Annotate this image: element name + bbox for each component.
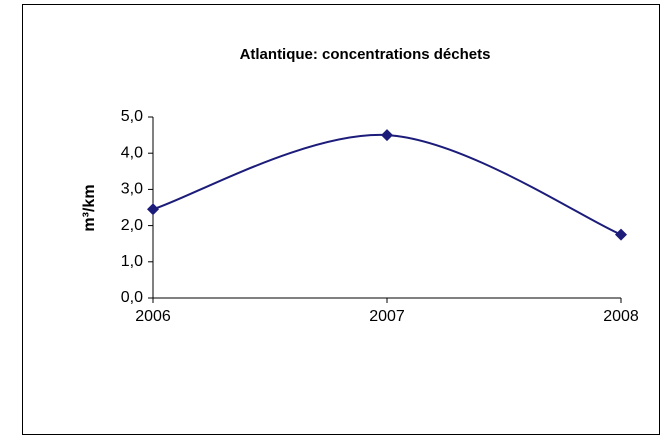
chart-title: Atlantique: concentrations déchets (240, 46, 491, 63)
y-tick-label: 2,0 (121, 217, 143, 234)
chart-frame (22, 4, 660, 435)
marker (147, 203, 159, 216)
marker (615, 228, 627, 241)
x-tick-label: 2007 (369, 308, 405, 325)
y-tick-label: 1,0 (121, 253, 143, 270)
marker (381, 129, 393, 142)
y-tick-label: 0,0 (121, 289, 143, 306)
y-tick-label: 3,0 (121, 181, 143, 198)
y-axis-label: m³/km (81, 184, 98, 231)
y-tick-label: 5,0 (121, 108, 143, 125)
x-tick-label: 2008 (603, 308, 639, 325)
y-tick-label: 4,0 (121, 144, 143, 161)
x-tick-label: 2006 (135, 308, 171, 325)
